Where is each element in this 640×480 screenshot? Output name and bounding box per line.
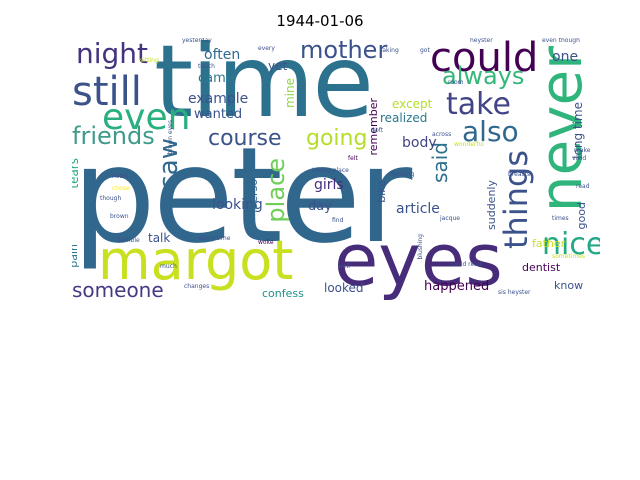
chart-title: 1944-01-06	[276, 12, 364, 30]
word-brown-eyes: brown eyes	[167, 120, 174, 155]
word-even-though: even though	[542, 38, 580, 44]
word-looked: looked	[324, 281, 364, 295]
word-sometimes: sometimes	[552, 253, 586, 260]
word-touch: touch	[198, 63, 215, 70]
word-except: except	[392, 97, 433, 111]
word-find: find	[332, 217, 344, 224]
word-wanted: wanted	[194, 107, 243, 122]
word-could-read: could read	[450, 261, 482, 268]
word-article: article	[396, 201, 440, 217]
word-father: father	[532, 237, 566, 250]
word-taking-place: taking place	[312, 167, 349, 174]
word-someone: someone	[72, 278, 164, 302]
word-good: good	[575, 202, 588, 230]
word-much: much	[160, 263, 177, 270]
word-read: read	[576, 183, 590, 190]
word-going: going	[306, 126, 368, 151]
word-got: got	[420, 47, 430, 54]
word-talk: talk	[148, 231, 171, 245]
word-mother: mother	[300, 38, 388, 64]
word-across: across	[432, 131, 452, 138]
word-breasts: breasts	[508, 171, 531, 178]
word-realized: realized	[380, 111, 428, 125]
word-also: also	[462, 115, 519, 148]
word-confess: confess	[262, 287, 304, 300]
word-girls: girls	[314, 177, 344, 193]
word-heyster: heyster	[470, 38, 493, 44]
word-taking: taking	[380, 47, 399, 54]
word-day: day	[308, 199, 332, 214]
word-well: well	[338, 263, 350, 270]
word-every-time: every time	[198, 235, 231, 242]
word-body: body	[402, 135, 437, 151]
word-make: make	[574, 147, 591, 154]
word-brown: brown	[110, 213, 129, 220]
word-time: time	[154, 38, 374, 140]
word-woke: woke	[258, 239, 274, 246]
word-place: place	[262, 158, 290, 223]
word-could: could	[430, 38, 539, 81]
word-always: always	[442, 62, 525, 90]
word-chose: chose	[112, 185, 130, 192]
word-things: things	[497, 150, 535, 249]
word-yesterday: yesterday	[182, 38, 212, 44]
word-every: every	[258, 45, 275, 52]
word-cloud: peter time eyes margot never could still…	[72, 38, 600, 304]
word-blushing: blushing	[417, 234, 424, 260]
word-looking: looking	[212, 197, 263, 213]
word-person: person	[247, 172, 260, 210]
word-room: room	[448, 79, 464, 86]
word-margot: margot	[98, 229, 294, 292]
word-jacque: jacque	[440, 215, 460, 222]
word-wonderful: wonderful	[454, 141, 484, 148]
word-changes: changes	[184, 283, 210, 290]
word-mine: mine	[283, 78, 297, 109]
word-thinking: thinking	[390, 171, 415, 178]
word-eyes: eyes	[334, 218, 503, 302]
word-friends: friends	[72, 122, 155, 150]
word-example: example	[188, 91, 249, 107]
word-still: still	[72, 69, 142, 115]
word-happened: happened	[424, 279, 490, 294]
word-suddenly: suddenly	[485, 180, 498, 230]
word-pain: pain	[72, 244, 80, 268]
word-even: even	[102, 97, 191, 138]
word-take: take	[446, 87, 511, 122]
word-sitting: sitting	[140, 57, 159, 64]
word-bike: bike	[375, 180, 388, 203]
word-often: often	[204, 47, 241, 63]
word-course: course	[208, 126, 282, 151]
word-times: times	[552, 215, 569, 222]
word-one: one	[552, 49, 579, 65]
word-night: night	[76, 38, 149, 70]
word-came: came	[198, 71, 234, 86]
word-terrible: terrible	[118, 237, 140, 244]
word-know: know	[554, 279, 584, 292]
word-heart: heart	[112, 173, 128, 180]
word-though: though	[100, 195, 122, 202]
word-nice: nice	[542, 227, 600, 262]
word-vivid: vivid	[572, 155, 587, 162]
word-felt: felt	[348, 155, 358, 162]
word-yet: yet	[268, 59, 288, 73]
word-soft: soft	[372, 127, 384, 134]
word-sis-heyster: sis heyster	[498, 289, 531, 296]
word-peter: peter	[72, 119, 412, 273]
word-tears: tears	[72, 158, 81, 189]
word-dentist: dentist	[522, 261, 561, 274]
